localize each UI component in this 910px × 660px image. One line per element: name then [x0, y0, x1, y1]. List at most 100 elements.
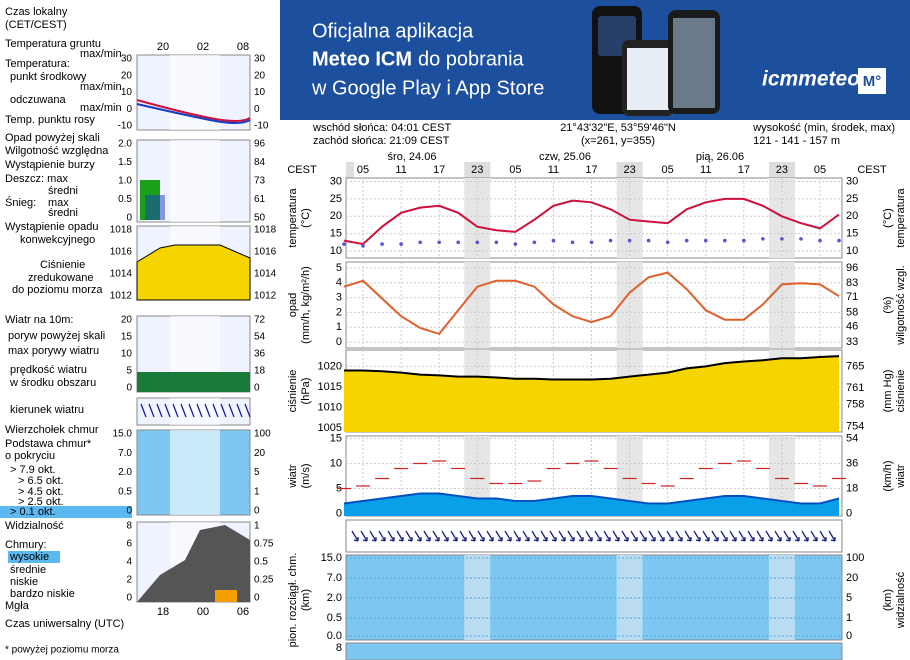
banner-line: w Google Play i App Store [311, 77, 544, 99]
legend-text: odczuwana [10, 94, 67, 106]
y2-tick-label: 758 [846, 399, 864, 411]
wind-arrow [459, 530, 467, 542]
mini-hour: 20 [157, 41, 169, 53]
mini-tick: 1016 [254, 247, 277, 258]
mini-tick: 0 [254, 383, 260, 394]
legend-text: do poziomu morza [12, 284, 103, 296]
dew-point [437, 240, 442, 245]
mini-tick: 1.0 [118, 176, 132, 187]
day-label: czw, 25.06 [539, 151, 591, 163]
legend-text: max/min [80, 81, 122, 93]
wind-arrow [603, 530, 611, 542]
mini-snow [145, 195, 165, 220]
dew-point [799, 237, 803, 241]
y2-tick-label: 54 [846, 432, 858, 444]
y-tick-label: 2.0 [327, 592, 342, 604]
mini-cloud [137, 525, 250, 602]
dew-point [418, 240, 422, 245]
series-area [344, 493, 840, 516]
elevation: 121 - 141 - 157 m [753, 135, 840, 147]
wind-arrow [540, 530, 548, 542]
y2-tick-label: 18 [846, 482, 858, 494]
mini-tick: 10 [121, 349, 133, 360]
wind-arrow [558, 530, 566, 542]
mini-arrow [188, 403, 195, 418]
legend-text: Mgła [5, 600, 30, 612]
y2-tick-label: 30 [846, 175, 858, 187]
sunrise: wschód słońca: 04:01 CEST [312, 122, 451, 134]
y2-tick-label: 765 [846, 360, 864, 372]
y2-tick-label: 25 [846, 193, 858, 205]
sunset: zachód słońca: 21:09 CEST [313, 135, 450, 147]
mini-tick: 0 [126, 383, 132, 394]
wind-arrow [396, 530, 404, 542]
y2-tick-label: 0 [846, 630, 852, 642]
legend-text: max/min [80, 102, 122, 114]
legend-text: max porywy wiatru [8, 345, 99, 357]
dew-point [342, 242, 346, 246]
mini-tick: 1016 [110, 247, 133, 258]
x-tick-label: 23 [776, 164, 788, 176]
mini-tick: 1014 [110, 269, 133, 280]
y-tick-label: 4 [336, 277, 342, 289]
mini-hour: 02 [197, 41, 209, 53]
grid-pos: (x=261, y=355) [581, 135, 655, 147]
y-tick-label: 8 [336, 642, 342, 654]
y-tick-label: 0.0 [327, 630, 342, 642]
legend-text: o pokryciu [5, 450, 55, 462]
night-band [616, 162, 643, 178]
mini-tick: 84 [254, 157, 266, 168]
x-tick-label: 17 [433, 164, 445, 176]
wind-arrow [756, 530, 764, 542]
y2-tick-label: 71 [846, 291, 858, 303]
mini-arrow [220, 403, 227, 418]
wind-arrow [792, 530, 800, 542]
x-tick-label: 11 [548, 164, 559, 176]
day-label: śro, 24.06 [388, 151, 437, 163]
night-band [616, 262, 643, 348]
dew-point [627, 238, 632, 243]
mini-tick: 20 [121, 70, 133, 81]
dew-point [532, 240, 537, 245]
dew-point [761, 237, 765, 241]
mini-arrow [196, 403, 203, 418]
mini-tick: 1012 [254, 291, 277, 302]
mini-tick: 10 [254, 87, 266, 98]
wind-arrow [657, 530, 665, 542]
day-label: pią, 26.06 [696, 151, 744, 163]
mini-arrow [244, 403, 251, 418]
mini-arrow [156, 403, 163, 418]
legend-text: średni [48, 207, 78, 219]
wind-arrow [747, 530, 755, 542]
wind-arrow [522, 530, 530, 542]
y-tick-label: 15 [330, 432, 342, 444]
y-tick-label: 10 [330, 457, 342, 469]
night-band [768, 262, 795, 348]
dew-point [646, 238, 651, 243]
axis-title: (°C) [300, 208, 312, 228]
wind-arrow [504, 530, 512, 542]
legend-text: > 4.5 okt. [18, 486, 64, 498]
axis-title: (mm/h, kg/m²/h) [300, 266, 312, 344]
wind-arrow [684, 530, 692, 542]
tz: CEST [287, 164, 317, 176]
axis-title: temperatura [895, 187, 907, 247]
y-tick-label: 20 [330, 210, 342, 222]
dew-point [818, 238, 822, 243]
series-line [343, 197, 840, 246]
wind-arrow [585, 530, 593, 542]
y-tick-label: 1005 [318, 422, 342, 434]
wind-arrow [801, 530, 809, 542]
dew-point [742, 238, 746, 243]
wind-arrow [594, 530, 602, 542]
mini-tick: 1014 [254, 269, 277, 280]
x-tick-label: 17 [585, 164, 597, 176]
mini-tick: 0.75 [254, 539, 274, 550]
mini-tick: 0.25 [254, 575, 274, 586]
y-tick-label: 3 [336, 291, 342, 303]
mini-wind [137, 372, 250, 392]
axis-title: wiatr [895, 464, 907, 489]
dew-point [399, 242, 403, 246]
legend-text: bardzo niskie [10, 588, 75, 600]
